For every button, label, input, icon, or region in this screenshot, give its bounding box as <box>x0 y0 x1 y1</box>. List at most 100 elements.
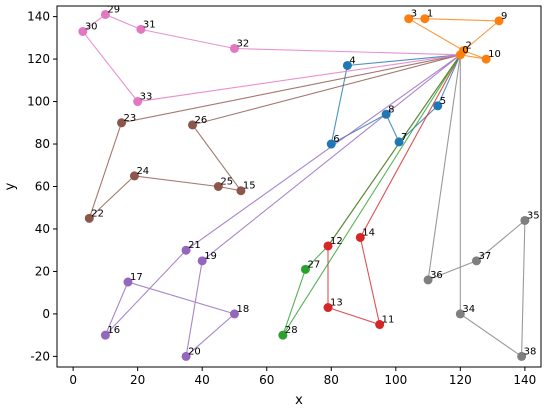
node-marker-5 <box>433 101 443 111</box>
node-marker-33 <box>133 97 143 107</box>
node-label-3: 3 <box>411 9 417 20</box>
node-marker-16 <box>100 330 110 340</box>
y-tick-label: 20 <box>35 264 50 278</box>
node-label-38: 38 <box>524 346 537 357</box>
y-tick-label: 100 <box>27 95 50 109</box>
y-ticks: -20 0 20 40 60 80 100 120 140 <box>27 10 57 363</box>
node-marker-7 <box>394 137 404 147</box>
node-label-22: 22 <box>91 208 104 219</box>
node-marker-27 <box>300 264 310 274</box>
node-marker-23 <box>117 118 127 128</box>
node-label-7: 7 <box>401 132 407 143</box>
node-label-34: 34 <box>462 304 475 315</box>
node-marker-1 <box>420 14 430 24</box>
node-label-9: 9 <box>501 11 507 22</box>
node-marker-26 <box>188 120 198 130</box>
node-marker-17 <box>123 277 133 287</box>
y-tick-label: 140 <box>27 10 50 24</box>
route-line-6 <box>88 54 461 219</box>
node-label-36: 36 <box>430 270 443 281</box>
y-tick-label: 80 <box>35 137 50 151</box>
node-label-37: 37 <box>478 251 491 262</box>
node-marker-28 <box>278 330 288 340</box>
node-marker-6 <box>326 139 336 149</box>
node-label-23: 23 <box>124 113 137 124</box>
node-label-29: 29 <box>107 4 120 15</box>
node-label-19: 19 <box>204 251 217 262</box>
route-line-1 <box>406 18 501 60</box>
x-tick-label: 140 <box>513 373 536 387</box>
node-marker-13 <box>323 303 333 313</box>
node-marker-36 <box>423 275 433 285</box>
x-tick-label: 0 <box>69 373 77 387</box>
node-label-33: 33 <box>140 92 153 103</box>
node-marker-21 <box>181 245 191 255</box>
node-marker-30 <box>78 26 88 36</box>
route-line-4 <box>282 54 461 336</box>
y-tick-label: 60 <box>35 180 50 194</box>
node-marker-25 <box>213 182 223 191</box>
routes-layer <box>82 13 526 358</box>
node-label-18: 18 <box>236 304 249 315</box>
node-label-0: 0 <box>462 45 468 56</box>
node-marker-15 <box>236 186 246 196</box>
node-label-8: 8 <box>388 104 394 115</box>
x-tick-label: 100 <box>384 373 407 387</box>
markers-layer <box>78 9 530 361</box>
node-marker-10 <box>481 54 491 64</box>
x-ticks: 0 20 40 60 80 100 120 140 <box>69 367 536 387</box>
node-marker-8 <box>381 109 391 119</box>
x-tick-label: 40 <box>195 373 210 387</box>
node-marker-29 <box>100 9 110 19</box>
node-label-11: 11 <box>382 315 395 326</box>
node-marker-11 <box>375 320 385 330</box>
node-label-13: 13 <box>330 298 343 309</box>
node-label-15: 15 <box>243 181 256 192</box>
node-marker-34 <box>455 309 465 319</box>
node-label-30: 30 <box>85 21 98 32</box>
node-label-2: 2 <box>466 41 472 52</box>
node-marker-38 <box>517 351 527 361</box>
node-marker-22 <box>84 213 94 223</box>
node-label-24: 24 <box>136 166 149 177</box>
node-marker-19 <box>197 256 207 266</box>
node-marker-20 <box>181 351 191 361</box>
node-marker-4 <box>342 60 352 70</box>
point-labels-layer: 0291310468751411131227281920181716212322… <box>85 4 540 357</box>
x-tick-label: 80 <box>324 373 339 387</box>
node-label-17: 17 <box>130 272 143 283</box>
node-marker-35 <box>520 215 530 225</box>
node-label-35: 35 <box>527 210 540 221</box>
node-label-25: 25 <box>220 177 233 188</box>
node-label-12: 12 <box>330 236 343 247</box>
node-label-6: 6 <box>333 134 339 145</box>
node-label-14: 14 <box>362 227 375 238</box>
y-tick-label: -20 <box>30 349 50 363</box>
node-marker-37 <box>471 256 481 266</box>
node-label-26: 26 <box>195 115 208 126</box>
node-marker-12 <box>323 241 333 251</box>
x-tick-label: 120 <box>449 373 472 387</box>
y-tick-label: 120 <box>27 52 50 66</box>
node-marker-18 <box>229 309 239 319</box>
x-tick-label: 60 <box>259 373 274 387</box>
y-tick-label: 40 <box>35 222 50 236</box>
node-label-1: 1 <box>427 9 433 20</box>
node-marker-3 <box>404 14 414 24</box>
node-label-5: 5 <box>440 96 446 107</box>
node-label-20: 20 <box>188 346 201 357</box>
node-marker-2 <box>459 46 469 56</box>
x-tick-label: 20 <box>130 373 145 387</box>
y-tick-label: 0 <box>42 307 50 321</box>
x-axis-label: x <box>295 393 303 408</box>
node-label-31: 31 <box>143 19 156 30</box>
route-line-5 <box>104 54 461 358</box>
node-label-28: 28 <box>285 325 298 336</box>
node-label-27: 27 <box>307 259 320 270</box>
node-label-32: 32 <box>236 38 249 49</box>
node-marker-24 <box>129 171 139 181</box>
y-axis-label: y <box>3 182 18 190</box>
node-marker-31 <box>136 24 146 34</box>
